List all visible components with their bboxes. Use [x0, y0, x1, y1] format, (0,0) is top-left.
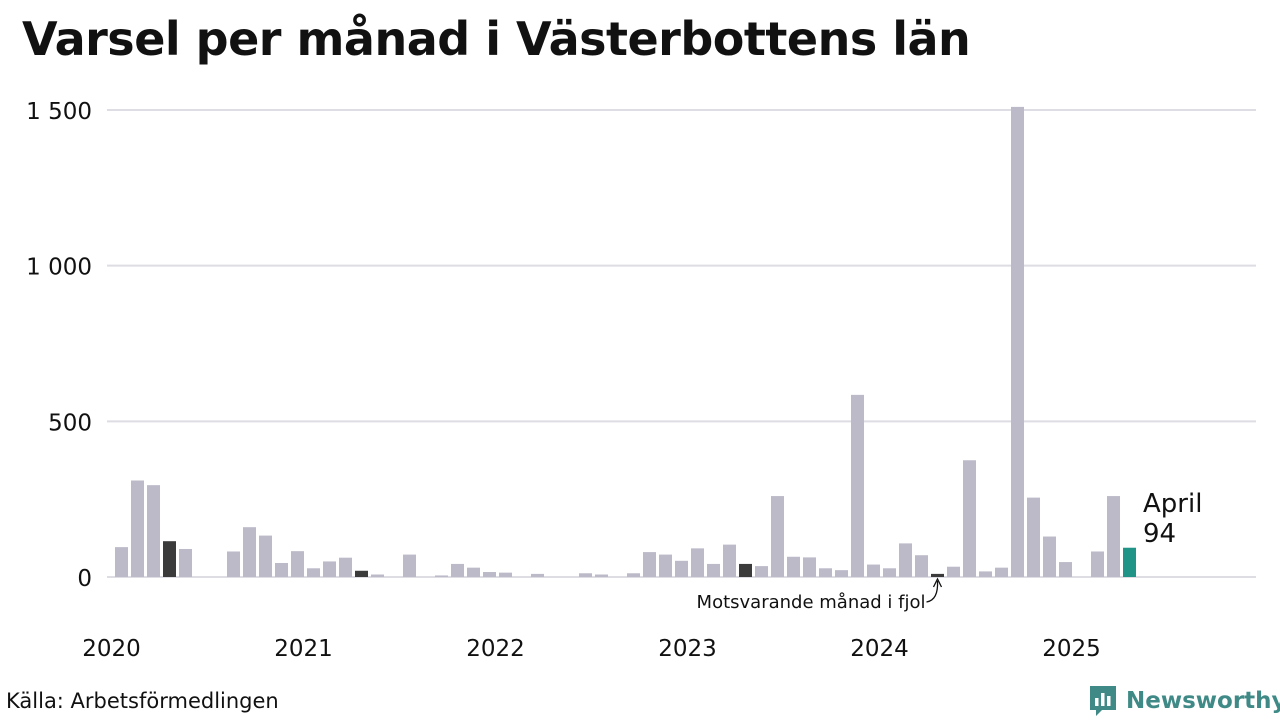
bar-2025-02	[1091, 551, 1104, 577]
bar-2024-06	[963, 460, 976, 577]
bar-2020-04	[163, 541, 176, 577]
bar-2025-03	[1107, 496, 1120, 577]
note-arrow	[926, 580, 939, 603]
chart-title: Varsel per månad i Västerbottens län	[22, 12, 971, 66]
bar-2023-04	[739, 563, 752, 577]
bar-2022-06	[579, 573, 592, 577]
bar-2022-10	[643, 552, 656, 577]
newsworthy-logo-icon	[1090, 686, 1116, 716]
bar-2021-04	[355, 570, 368, 577]
bar-2021-09	[435, 575, 448, 577]
bar-2023-09	[819, 568, 832, 577]
bar-2025-04	[1123, 547, 1136, 577]
x-tick-label: 2023	[658, 636, 717, 662]
bar-2022-11	[659, 554, 672, 577]
x-tick-label: 2025	[1042, 636, 1101, 662]
brand-name: Newsworthy	[1126, 688, 1280, 714]
previous-year-note: Motsvarande månad i fjol	[697, 592, 926, 613]
bar-2024-05	[947, 566, 960, 577]
bar-2020-03	[147, 485, 160, 577]
x-tick-label: 2021	[274, 636, 333, 662]
bar-2022-12	[675, 560, 688, 577]
bar-2020-10	[259, 535, 272, 577]
y-tick-label: 1 500	[26, 99, 92, 125]
bar-2021-01	[307, 568, 320, 577]
bar-2021-02	[323, 561, 336, 577]
bar-2023-02	[707, 563, 720, 577]
bar-2024-11	[1043, 536, 1056, 577]
bar-2021-12	[483, 572, 496, 577]
current-month-label: April	[1143, 489, 1202, 519]
bar-2021-11	[467, 567, 480, 577]
bar-2021-10	[451, 563, 464, 577]
source-note: Källa: Arbetsförmedlingen	[6, 689, 279, 713]
bar-2021-03	[339, 557, 352, 577]
bar-2023-03	[723, 544, 736, 577]
bar-2023-06	[771, 496, 784, 577]
x-tick-label: 2024	[850, 636, 909, 662]
bar-2020-02	[131, 480, 144, 577]
gridlines	[107, 109, 1256, 578]
bar-2022-03	[531, 573, 544, 577]
x-tick-label: 2020	[82, 636, 141, 662]
bar-2020-05	[179, 548, 192, 577]
bar-2023-12	[867, 564, 880, 577]
bar-2023-05	[755, 566, 768, 577]
note-arrowhead	[932, 577, 943, 588]
bar-2024-04	[931, 573, 944, 577]
brand-logo: Newsworthy	[1088, 684, 1280, 718]
current-value-label: 94	[1143, 519, 1176, 549]
bar-2022-09	[627, 573, 640, 577]
bar-2024-02	[899, 543, 912, 577]
bar-2024-12	[1059, 562, 1072, 577]
bar-2020-12	[291, 551, 304, 577]
bar-2023-07	[787, 556, 800, 577]
bar-2023-08	[803, 557, 816, 577]
x-tick-label: 2022	[466, 636, 525, 662]
bar-2023-01	[691, 548, 704, 577]
y-tick-label: 0	[77, 566, 92, 592]
bar-2024-07	[979, 571, 992, 577]
x-axis-tick-labels: 2020 2021 2022 2023 2024 2025	[82, 636, 1101, 662]
bar-2024-10	[1027, 497, 1040, 577]
bar-2020-01	[115, 547, 128, 577]
bar-2022-01	[499, 572, 512, 577]
bars	[115, 106, 1136, 578]
bar-2020-09	[243, 527, 256, 577]
bar-2024-03	[915, 555, 928, 577]
bar-2021-05	[371, 574, 384, 577]
bar-2020-11	[275, 562, 288, 577]
bar-2020-08	[227, 551, 240, 577]
y-tick-label: 1 000	[26, 255, 92, 281]
y-axis-tick-labels: 0 500 1 000 1 500	[26, 99, 92, 592]
bar-2022-07	[595, 574, 608, 577]
bar-2023-11	[851, 394, 864, 577]
bar-2023-10	[835, 570, 848, 577]
bar-2024-01	[883, 568, 896, 577]
y-tick-label: 500	[48, 410, 92, 436]
bar-2024-09	[1011, 106, 1024, 578]
bar-2024-08	[995, 567, 1008, 577]
bar-2021-07	[403, 554, 416, 577]
